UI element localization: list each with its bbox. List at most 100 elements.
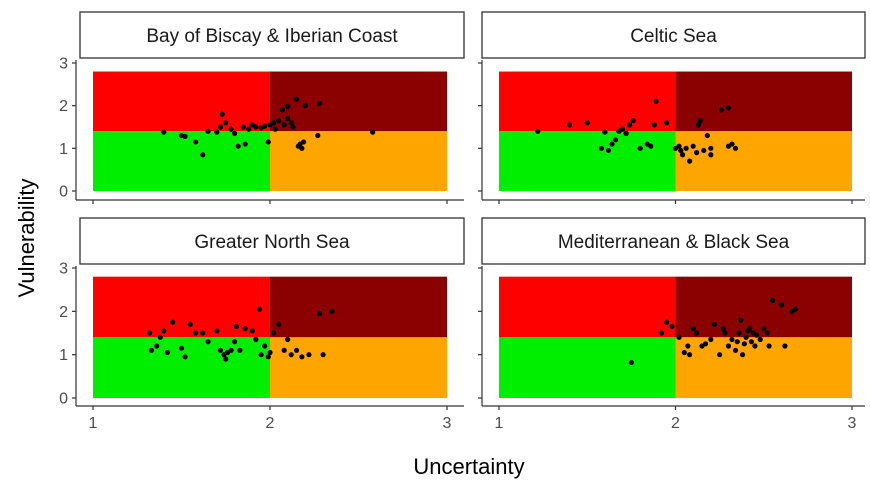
data-point — [232, 130, 238, 136]
x-tick-label: 1 — [89, 415, 98, 432]
data-point — [612, 137, 619, 143]
data-point — [694, 330, 700, 336]
zone-low-uncertainty-high-vulnerability — [93, 276, 270, 338]
x-tick-label: 2 — [671, 415, 680, 432]
data-point — [584, 120, 590, 126]
data-point — [302, 103, 308, 109]
data-point — [598, 145, 604, 151]
data-point — [747, 326, 753, 332]
facet-title: Celtic Sea — [630, 26, 717, 47]
y-tick-label: 1 — [59, 347, 68, 364]
data-point — [664, 319, 670, 325]
data-point — [316, 100, 323, 107]
data-point — [669, 323, 675, 330]
data-point — [720, 326, 726, 332]
data-point — [678, 147, 684, 154]
data-point — [267, 349, 273, 356]
data-point — [285, 336, 291, 343]
y-tick-label: 2 — [59, 304, 68, 321]
y-tick-label: 3 — [59, 261, 68, 278]
y-tick-label: 1 — [59, 141, 68, 158]
data-point — [219, 111, 225, 117]
data-point — [609, 141, 615, 147]
data-point — [276, 118, 282, 124]
x-tick-label: 2 — [266, 415, 275, 432]
data-point — [725, 105, 732, 111]
data-point — [711, 321, 717, 327]
data-point — [270, 330, 277, 336]
data-point — [316, 310, 323, 317]
x-tick-label: 1 — [495, 415, 504, 432]
data-point — [766, 343, 772, 349]
data-point — [299, 354, 305, 360]
data-point — [258, 352, 264, 358]
data-point — [329, 308, 335, 314]
data-point — [708, 336, 714, 343]
facet-panel: Celtic Sea — [478, 11, 866, 204]
facet-strip — [481, 11, 866, 59]
data-point — [738, 317, 744, 323]
data-point — [285, 103, 291, 110]
data-point — [223, 356, 229, 362]
data-point — [249, 328, 255, 334]
data-point — [320, 352, 326, 358]
data-point — [743, 334, 749, 340]
data-point — [736, 330, 742, 336]
data-point — [293, 347, 300, 353]
data-point — [187, 321, 193, 327]
zone-low-uncertainty-low-vulnerability — [499, 337, 676, 398]
data-point — [637, 145, 643, 151]
zone-low-uncertainty-high-vulnerability — [93, 71, 270, 132]
zone-high-uncertainty-low-vulnerability — [675, 131, 852, 191]
data-point — [764, 330, 770, 336]
zone-high-uncertainty-low-vulnerability — [675, 337, 852, 398]
data-point — [235, 143, 241, 149]
data-point — [628, 359, 634, 366]
data-point — [648, 143, 654, 149]
data-point — [630, 118, 636, 124]
zone-low-uncertainty-high-vulnerability — [499, 276, 676, 338]
data-point — [242, 141, 248, 147]
facet-strip — [79, 217, 465, 265]
y-tick-label: 0 — [59, 391, 68, 408]
data-point — [148, 347, 155, 353]
data-point — [782, 343, 788, 349]
data-point — [761, 326, 767, 332]
data-point — [193, 139, 199, 145]
data-point — [237, 347, 243, 353]
zone-high-uncertainty-low-vulnerability — [270, 337, 447, 398]
data-point — [262, 123, 268, 129]
data-point — [757, 336, 763, 343]
data-point — [694, 150, 700, 156]
data-point — [200, 330, 206, 336]
data-point — [651, 122, 657, 128]
data-point — [217, 347, 224, 353]
data-point — [729, 141, 735, 147]
data-point — [718, 107, 724, 113]
data-point — [253, 124, 259, 130]
data-point — [228, 347, 234, 353]
x-tick-label: 3 — [848, 415, 857, 432]
data-point — [741, 341, 747, 347]
data-point — [161, 328, 167, 334]
data-point — [683, 145, 689, 151]
data-point — [157, 334, 163, 340]
data-point — [217, 124, 224, 130]
data-point — [214, 328, 220, 334]
zone-high-uncertainty-low-vulnerability — [270, 131, 447, 191]
data-point — [182, 133, 188, 139]
facet-title: Mediterranean & Black Sea — [558, 232, 790, 253]
zone-high-uncertainty-high-vulnerability — [675, 71, 852, 132]
data-point — [315, 132, 321, 139]
data-point — [228, 126, 234, 132]
data-point — [722, 330, 728, 336]
data-point — [233, 323, 239, 330]
data-point — [732, 145, 739, 151]
data-point — [262, 343, 268, 349]
data-point — [778, 302, 785, 308]
data-point — [658, 330, 664, 336]
data-point — [290, 124, 296, 130]
data-point — [246, 126, 252, 132]
data-point — [279, 107, 285, 113]
data-point — [232, 339, 238, 345]
